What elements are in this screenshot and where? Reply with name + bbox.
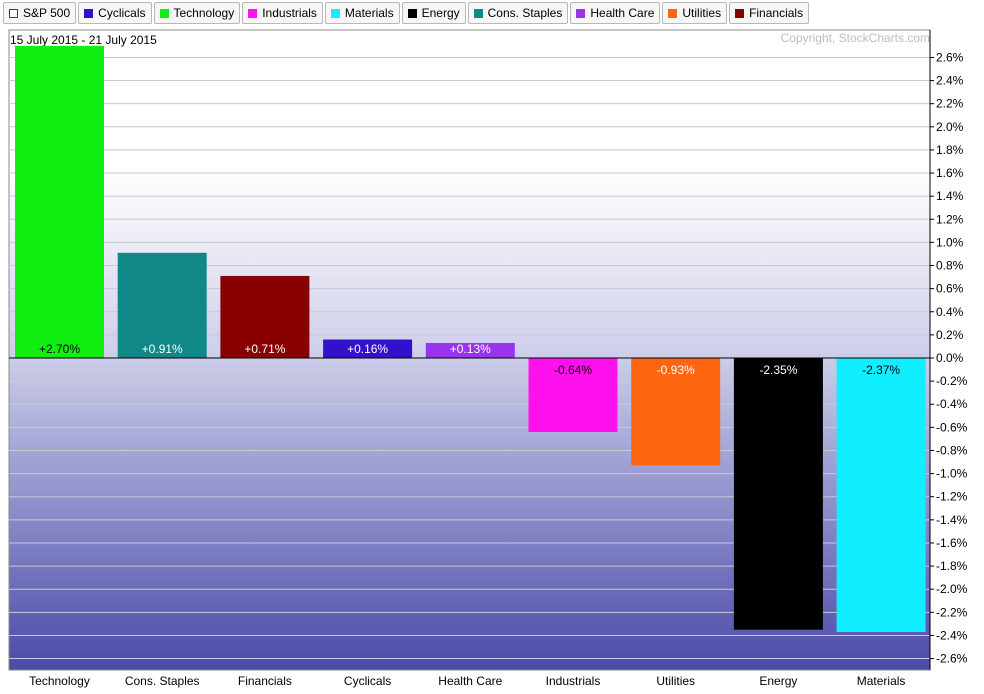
legend-label: Cyclicals [98, 6, 146, 20]
legend-swatch [735, 8, 745, 18]
bar-technology [15, 45, 104, 358]
y-tick-label: -2.4% [936, 628, 968, 642]
legend-label: Cons. Staples [487, 6, 563, 20]
x-category-label: Utilities [656, 674, 695, 688]
x-category-label: Materials [857, 674, 906, 688]
y-tick-label: 1.4% [936, 189, 964, 203]
bar-value-label: +0.13% [450, 342, 491, 356]
legend-swatch [407, 8, 417, 18]
legend-item-technology[interactable]: Technology [153, 2, 241, 24]
legend-label: Materials [344, 6, 394, 20]
legend-swatch [473, 8, 483, 18]
legend-item-cons-staples[interactable]: Cons. Staples [467, 2, 569, 24]
y-tick-label: -2.6% [936, 652, 968, 666]
y-tick-label: 2.4% [936, 74, 964, 88]
y-tick-label: -0.8% [936, 443, 968, 457]
legend-label: S&P 500 [23, 6, 71, 20]
legend-item-cyclicals[interactable]: Cyclicals [78, 2, 152, 24]
y-tick-label: 1.0% [936, 235, 964, 249]
date-range: 15 July 2015 - 21 July 2015 [10, 33, 157, 47]
legend-item-s-p-500[interactable]: S&P 500 [3, 2, 77, 24]
legend-label: Technology [173, 6, 235, 20]
legend-item-energy[interactable]: Energy [401, 2, 466, 24]
legend-swatch [84, 8, 94, 18]
bar-value-label: -2.35% [759, 363, 797, 377]
bar-utilities [631, 358, 721, 466]
y-tick-label: -1.0% [936, 467, 968, 481]
bar-materials [836, 358, 926, 632]
bar-value-label: +0.16% [347, 342, 388, 356]
copyright: Copyright, StockCharts.com [781, 31, 930, 45]
y-tick-label: -1.4% [936, 513, 968, 527]
legend-swatch [9, 8, 18, 18]
bar-health-care [425, 342, 515, 358]
y-tick-label: -0.6% [936, 420, 968, 434]
y-tick-label: -2.2% [936, 605, 968, 619]
y-tick-label: 2.2% [936, 97, 964, 111]
legend-item-materials[interactable]: Materials [324, 2, 400, 24]
x-category-label: Energy [759, 674, 797, 688]
bar-value-label: -0.93% [657, 363, 695, 377]
y-tick-label: 0.2% [936, 328, 964, 342]
legend-swatch [159, 8, 169, 18]
y-tick-label: -0.2% [936, 374, 968, 388]
x-category-label: Technology [29, 674, 90, 688]
legend-label: Utilities [682, 6, 722, 20]
y-tick-label: -0.4% [936, 397, 968, 411]
legend-label: Financials [749, 6, 804, 20]
legend-label: Industrials [262, 6, 317, 20]
bar-value-label: +2.70% [39, 342, 80, 356]
x-category-label: Health Care [438, 674, 502, 688]
bar-industrials [528, 358, 618, 432]
x-axis: Technology Cons. Staples Financials Cyclica… [29, 674, 905, 688]
y-tick-label: 1.6% [936, 166, 964, 180]
bar-value-label: -0.64% [554, 363, 592, 377]
x-category-label: Industrials [546, 674, 601, 688]
y-tick-label: 0.6% [936, 282, 964, 296]
x-category-label: Cons. Staples [125, 674, 200, 688]
bar-value-label: +0.71% [244, 342, 285, 356]
bar-value-label: +0.91% [142, 342, 183, 356]
x-category-label: Cyclicals [344, 674, 391, 688]
legend-item-industrials[interactable]: Industrials [242, 2, 323, 24]
legend-item-health-care[interactable]: Health Care [570, 2, 661, 24]
bar-cons-staples [117, 252, 207, 358]
y-axis: 2.6% 2.4% 2.2% 2.0% 1.8% 1.6% 1.4% 1.2% 1.0% 0.8%… [930, 50, 968, 666]
x-category-label: Financials [238, 674, 292, 688]
bar-financials [220, 275, 310, 358]
legend-swatch [576, 8, 586, 18]
bar-energy [733, 358, 823, 630]
y-tick-label: 0.0% [936, 351, 964, 365]
y-tick-label: -1.6% [936, 536, 968, 550]
legend-swatch [248, 8, 258, 18]
y-tick-label: 0.4% [936, 305, 964, 319]
bar-cyclicals [323, 339, 413, 358]
y-tick-label: 1.2% [936, 212, 964, 226]
legend-label: Health Care [590, 6, 655, 20]
y-tick-label: -1.8% [936, 559, 968, 573]
legend-label: Energy [421, 6, 460, 20]
y-tick-label: 2.0% [936, 120, 964, 134]
y-tick-label: -1.2% [936, 490, 968, 504]
bars: +2.70% +0.91% +0.71% +0.16% +0.13% -0.64% -0.9… [15, 45, 926, 632]
legend: S&P 500 Cyclicals Technology Industrials Mat… [3, 2, 810, 24]
legend-swatch [330, 8, 340, 18]
y-tick-label: 2.6% [936, 50, 964, 64]
legend-item-financials[interactable]: Financials [729, 2, 810, 24]
y-tick-label: -2.0% [936, 582, 968, 596]
y-tick-label: 0.8% [936, 259, 964, 273]
bar-value-label: -2.37% [862, 363, 900, 377]
legend-item-utilities[interactable]: Utilities [662, 2, 728, 24]
y-tick-label: 1.8% [936, 143, 964, 157]
legend-swatch [668, 8, 678, 18]
